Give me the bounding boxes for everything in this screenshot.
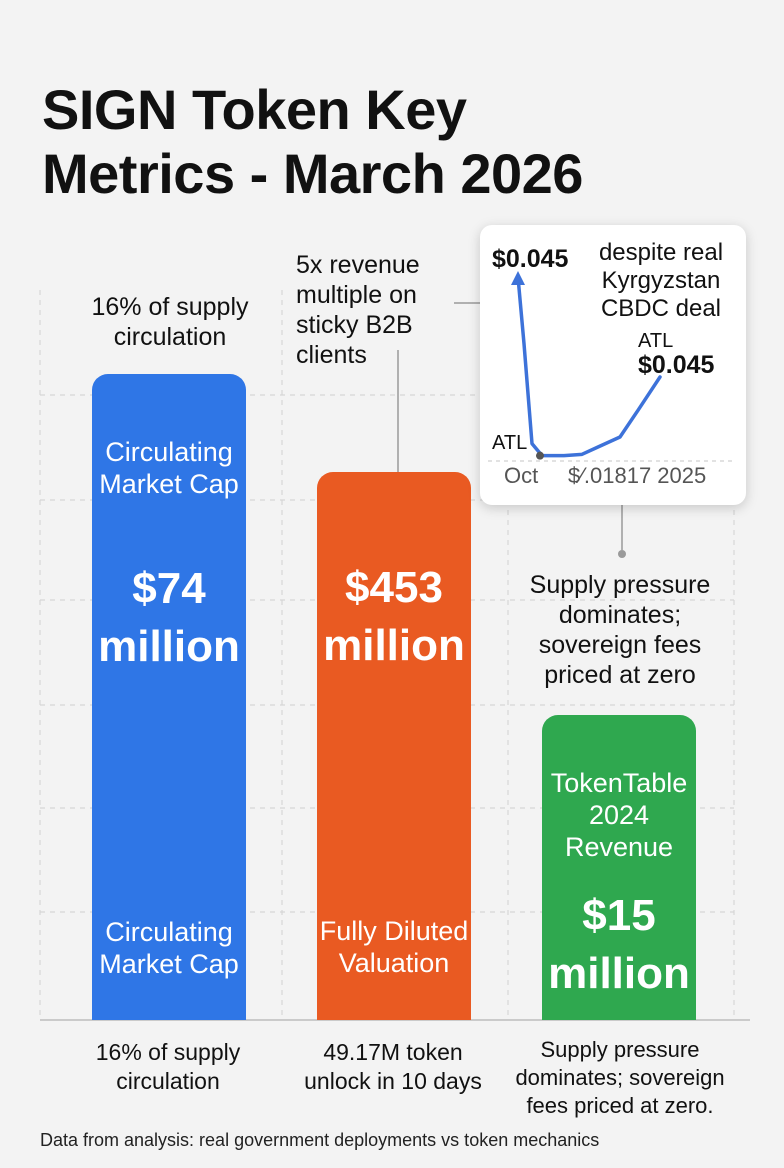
annotation-bar-2: 5x revenue multiple on sticky B2B client… [296,250,466,370]
bar-1-top-label: Circulating Market Cap [92,436,246,500]
annotation-bar-1: 16% of supply circulation [60,292,280,352]
bar-2-unit: million [323,621,465,670]
bar-2-bottom-label: Fully Diluted Valuation [317,915,471,979]
annotation-bar-2-line: clients [296,341,367,369]
inset-price-label: $0.045 [492,245,569,273]
bottom-label-1: 16% of supply circulation [58,1038,278,1096]
bottom-label-3-line: dominates; sovereign [515,1065,725,1090]
annotation-bar-2-line: 5x revenue [296,251,420,279]
annotation-bar-3-line: dominates; [558,601,682,629]
annotation-bar-3-line: priced at zero [544,661,696,689]
annotation-bar-1-line: 16% of supply [91,293,249,321]
bottom-label-3-line: fees priced at zero. [526,1093,714,1118]
bar-2-bottom-label-text: Fully Diluted Valuation [319,916,469,978]
bar-1-value-label: $74 million [92,560,246,676]
inset-price-line [516,275,662,458]
inset-note-line: despite real [598,239,724,266]
source-note: Data from analysis: real government depl… [40,1130,600,1150]
annotation-bar-1-line: circulation [113,323,227,351]
bar-1-top-label-text: Circulating Market Cap [99,437,239,499]
inset-arrow-head [511,271,525,285]
bottom-label-2-line: 49.17M token [323,1039,463,1065]
annotation-bar-2-line: multiple on [296,281,417,309]
bar-3-value: $15 [582,891,656,940]
bar-fully-diluted-valuation: $453 million Fully Diluted Valuation [317,472,471,1020]
bar-3-top-label-text: TokenTable 2024 Revenue [550,768,688,862]
bottom-label-1-line: 16% of supply [95,1039,241,1065]
inset-atl-right-price: $0.045 [638,351,715,379]
bottom-label-2: 49.17M token unlock in 10 days [288,1038,498,1096]
annotation-bar-3-line: sovereign fees [538,631,702,659]
annotation-bar-3-line: Supply pressure [529,571,711,599]
inset-atl-left-label: ATL [492,432,528,454]
inset-note: despite real Kyrgyzstan CBDC deal [586,239,736,323]
bar-tokentable-revenue: TokenTable 2024 Revenue $15 million [542,715,696,1020]
bottom-label-3-line: Supply pressure [540,1037,700,1062]
bar-1-bottom-label: Circulating Market Cap [92,916,246,980]
bar-1-bottom-label-text: Circulating Market Cap [99,917,239,979]
bottom-label-1-line: circulation [116,1068,220,1094]
bottom-label-2-line: unlock in 10 days [304,1068,482,1094]
bar-3-top-label: TokenTable 2024 Revenue [542,767,696,863]
bar-1-unit: million [98,622,240,671]
inset-x-label-left: Oct [504,463,539,488]
bar-3-unit: million [548,949,690,998]
bar-2-value: $453 [345,563,443,612]
annotation-bar-3: Supply pressure dominates; sovereign fee… [505,570,735,690]
inset-x-label-right: $⁄.01817 2025 [568,463,707,488]
annotation-bar-2-line: sticky B2B [296,311,413,339]
inset-note-line: CBDC deal [600,295,722,322]
inset-price-chart: $0.045 despite real Kyrgyzstan CBDC deal… [480,225,746,505]
title-line-2: Metrics - March 2026 [42,142,583,205]
inset-note-line: Kyrgyzstan [601,267,721,294]
title-line-1: SIGN Token Key [42,78,467,141]
inset-atl-dot [536,451,544,460]
page-title: SIGN Token Key Metrics - March 2026 [42,78,722,206]
bar-1-value: $74 [132,564,206,613]
inset-line-plot [488,271,734,462]
bar-2-value-label: $453 million [317,559,471,675]
bottom-label-3: Supply pressure dominates; sovereign fee… [500,1036,740,1120]
bar-3-value-label: $15 million [542,887,696,1003]
inset-atl-right-label: ATL [638,330,674,352]
bar-circulating-market-cap: Circulating Market Cap $74 million Circu… [92,374,246,1020]
